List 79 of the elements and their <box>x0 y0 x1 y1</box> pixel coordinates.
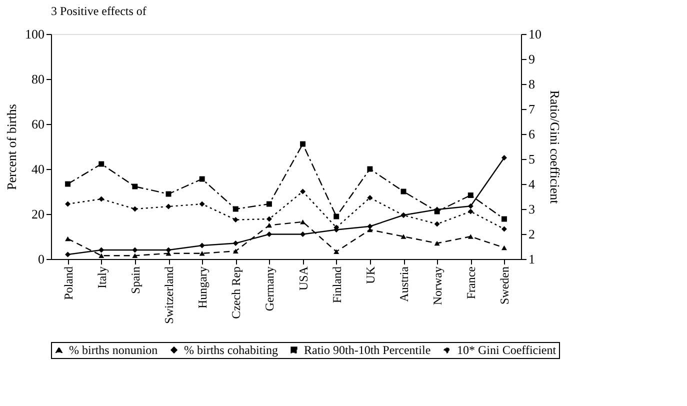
point <box>501 245 507 250</box>
x-tick-label: Finland <box>330 266 344 304</box>
point <box>334 214 340 220</box>
point <box>468 203 474 209</box>
point <box>65 181 71 187</box>
point <box>400 234 406 239</box>
point <box>65 252 71 258</box>
y2-tick-label: 10 <box>528 26 542 42</box>
x-tick-label: Switzerland <box>162 266 176 324</box>
point <box>65 236 71 242</box>
x-tick-label: Spain <box>128 266 142 294</box>
point <box>232 248 238 254</box>
x-tick-label: UK <box>363 266 378 284</box>
point <box>199 242 205 248</box>
y2-tick-label: 1 <box>528 252 535 266</box>
x-tick-label: Germany <box>262 266 277 312</box>
chart-title: 3 Positive effects of <box>51 4 146 18</box>
point <box>367 195 373 200</box>
point <box>501 216 507 222</box>
point <box>501 226 507 232</box>
x-tick-label: Czech Rep <box>229 266 244 319</box>
point <box>232 217 238 222</box>
point <box>232 240 238 246</box>
point <box>199 201 205 207</box>
x-tick-label: Poland <box>61 266 76 300</box>
point <box>266 216 272 222</box>
x-tick-label: Austria <box>397 266 411 302</box>
legend-label: % births cohabiting <box>184 343 278 357</box>
point <box>65 201 71 207</box>
y-tick-label: 20 <box>32 206 44 222</box>
point <box>501 155 507 160</box>
y2-tick-label: 3 <box>528 202 535 216</box>
y-tick-label: 60 <box>32 116 44 132</box>
point <box>300 141 306 147</box>
point <box>367 166 373 172</box>
point <box>266 222 272 228</box>
point <box>199 176 205 182</box>
point <box>468 234 474 239</box>
x-tick-label: Sweden <box>498 266 512 304</box>
point <box>166 247 172 253</box>
y2-tick-label: 8 <box>528 76 535 92</box>
legend-label: 10* Gini Coefficient <box>457 343 557 357</box>
point <box>98 196 104 202</box>
point <box>434 240 440 246</box>
x-tick-label: Hungary <box>196 266 210 308</box>
y2-tick-label: 4 <box>528 176 536 192</box>
y2-tick-label: 6 <box>528 126 536 142</box>
point <box>434 221 440 227</box>
y2-tick-label: 2 <box>528 226 535 242</box>
point <box>300 188 306 194</box>
point <box>98 161 104 167</box>
point <box>468 192 474 198</box>
point <box>98 253 104 258</box>
y-tick-label: 100 <box>25 26 44 42</box>
y2-tick-label: 5 <box>528 152 535 166</box>
y-tick-label: 40 <box>32 162 44 176</box>
y-tick-label: 80 <box>32 72 44 86</box>
point <box>468 208 474 214</box>
y2-tick-label: 7 <box>528 102 536 116</box>
y2-tick-label: 9 <box>528 52 535 66</box>
point <box>334 249 340 254</box>
point <box>300 232 306 237</box>
legend-label: Ratio 90th-10th Percentile <box>304 343 431 357</box>
x-tick-label: USA <box>296 266 310 291</box>
y-axis-title: Percent of births <box>4 104 19 190</box>
y2-axis-title: Ratio/Gini coefficient <box>548 90 562 204</box>
point <box>132 206 138 212</box>
legend-label: % births nonunion <box>69 343 158 357</box>
x-tick-label: Norway <box>430 266 445 306</box>
x-tick-label: Italy <box>94 266 109 288</box>
y-tick-label: 0 <box>38 252 44 266</box>
point <box>266 201 272 207</box>
point <box>232 206 238 212</box>
point <box>266 232 272 237</box>
point <box>132 253 138 258</box>
point <box>132 184 138 190</box>
x-tick-label: France <box>464 266 478 300</box>
point <box>132 247 138 253</box>
point <box>166 204 172 210</box>
